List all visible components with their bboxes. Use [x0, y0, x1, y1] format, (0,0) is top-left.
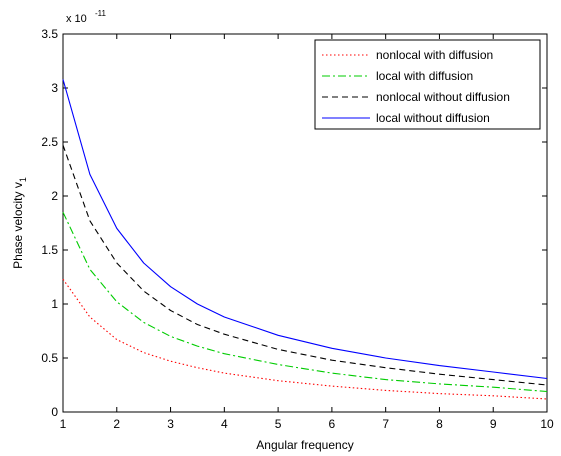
x-tick-label: 6 [329, 417, 336, 431]
x-axis-label: Angular frequency [256, 438, 353, 452]
x-tick-label: 2 [113, 417, 120, 431]
series-line-local-with-diffusion [62, 211, 548, 393]
y-axis-label: Phase velocity v [11, 182, 25, 269]
svg-text:Phase velocity v1: Phase velocity v1 [11, 177, 28, 269]
y-tick-label: 0.5 [41, 351, 58, 365]
legend-label: nonlocal with diffusion [376, 48, 493, 62]
x-tick-label: 10 [540, 417, 554, 431]
legend-entries: nonlocal with diffusion local with diffus… [322, 48, 510, 125]
y-exponent-power: -11 [95, 9, 107, 18]
x-tick-label: 1 [60, 417, 67, 431]
y-axis-label-subscript: 1 [18, 177, 28, 182]
x-tick-label: 4 [221, 417, 228, 431]
series-line-nonlocal-without-diffusion [62, 145, 548, 386]
y-tick-label: 3.5 [41, 27, 58, 41]
y-exponent-label: x 10 -11 [66, 9, 107, 25]
legend-label: local without diffusion [376, 111, 490, 125]
y-axis-ticks: 0 0.5 1 1.5 2 2.5 3 3.5 [41, 27, 547, 419]
x-axis-ticks: 1 2 3 4 5 6 7 8 9 10 [60, 34, 554, 431]
x-tick-label: 9 [490, 417, 497, 431]
legend-label: local with diffusion [376, 69, 473, 83]
y-tick-label: 3 [51, 81, 58, 95]
x-tick-label: 7 [382, 417, 389, 431]
y-axis-label-group: Phase velocity v1 [11, 177, 28, 269]
series-line-local-without-diffusion [62, 79, 548, 380]
legend-label: nonlocal without diffusion [376, 90, 510, 104]
legend-box [314, 39, 541, 130]
y-tick-label: 1 [51, 297, 58, 311]
y-tick-label: 2 [51, 189, 58, 203]
x-tick-label: 3 [167, 417, 174, 431]
y-tick-label: 0 [51, 405, 58, 419]
x-tick-label: 8 [436, 417, 443, 431]
series-layer [62, 79, 548, 400]
y-tick-label: 1.5 [41, 243, 58, 257]
legend: nonlocal with diffusion local with diffus… [314, 39, 541, 130]
x-tick-label: 5 [275, 417, 282, 431]
y-exponent-base: x 10 [66, 13, 87, 25]
y-tick-label: 2.5 [41, 135, 58, 149]
